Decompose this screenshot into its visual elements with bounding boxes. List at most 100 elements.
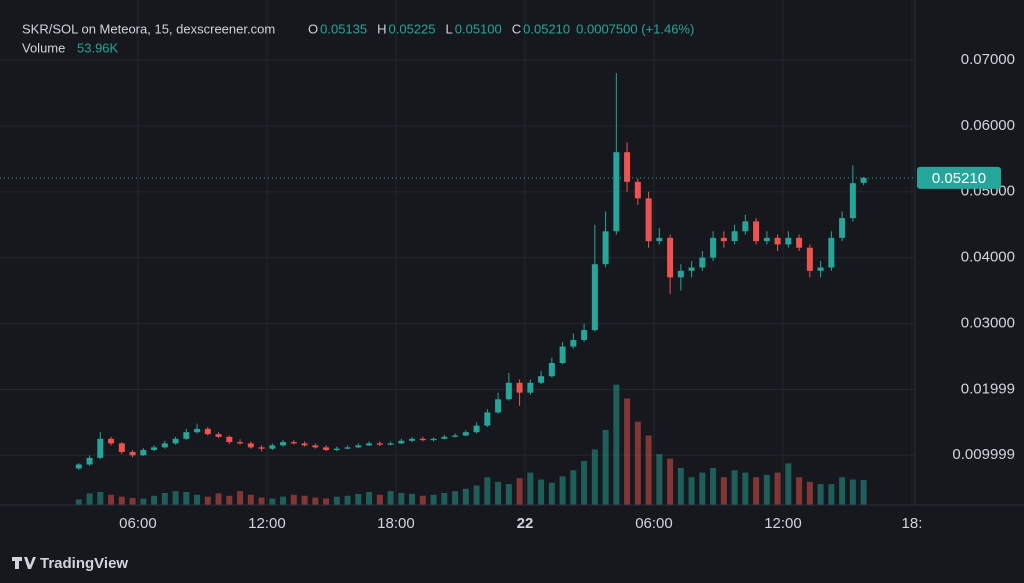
grid [0,0,915,505]
candle-body [312,445,319,448]
candle-body [140,449,147,456]
candle-body [602,231,609,265]
volume-bar [516,478,523,505]
volume-bar [441,492,448,505]
candle-body [118,443,125,452]
candle-body [538,376,545,383]
y-tick-label: 0.06000 [961,117,1015,134]
candle-body [129,451,136,456]
candle-body [301,443,308,446]
volume-bar [129,498,136,505]
candle-body [559,346,566,364]
volume-bar [161,492,168,505]
candle-body [763,237,770,242]
volume-bar [108,494,115,505]
volume-bar [613,384,620,505]
candle-body [355,445,362,448]
volume-bar [247,494,254,505]
candle-body [290,442,297,444]
candle-body [828,237,835,268]
volume-bar [484,477,491,505]
candle-body [688,267,695,271]
candle-body [462,432,469,436]
x-tick-label: 18:00 [377,515,415,532]
volume-bar [742,472,749,505]
volume-bar [817,484,824,505]
candle-body [75,464,82,469]
volume-bar [140,498,147,505]
volume-bar [763,474,770,505]
logo: TradingView [12,555,128,572]
candle-body [280,442,287,446]
candle-body [473,425,480,433]
candle-body [742,221,749,232]
ohlc-key: O [308,21,318,36]
candle-body [344,447,351,449]
candle-body [366,443,373,446]
ohlc-value: 0.05135 [320,21,367,36]
candle-body [817,267,824,271]
volume-bar [183,492,190,505]
volume-bar [527,472,534,505]
volume-bar [355,493,362,505]
volume-layer [75,384,867,505]
volume-bar [839,477,846,505]
candle-body [495,399,502,413]
y-tick-label: 0.07000 [961,51,1015,68]
volume-bar [194,494,201,505]
volume-bar [774,472,781,505]
candle-body [839,218,846,238]
candle-body [731,231,738,242]
x-tick-label: 12:00 [248,515,286,532]
candle-body [161,443,168,448]
candle-body [527,382,534,393]
ohlc-key: H [377,21,386,36]
x-tick-label: 18: [902,515,923,532]
candle-body [452,435,459,437]
volume-bar [688,477,695,505]
volume-bar [75,499,82,505]
volume-bar [505,484,512,505]
volume-bar [796,477,803,505]
volume-bar [312,497,319,505]
ohlc-key: C [512,21,521,36]
ohlc-value: 0.05225 [389,21,436,36]
y-tick-label: 0.04000 [961,249,1015,266]
volume-bar [538,479,545,505]
candle-body [484,412,491,426]
volume-bar [677,467,684,505]
volume-bar [667,458,674,505]
last-price-box [917,166,1001,189]
volume-bar [301,495,308,505]
volume-bar [753,477,760,505]
candle-body [333,448,340,450]
y-tick-label: 0.01999 [961,380,1015,397]
volume-bar [366,492,373,505]
volume-bar [828,484,835,505]
volume-bar [473,485,480,505]
candle-body [86,457,93,465]
volume-bar [548,482,555,505]
candle-body [172,438,179,444]
axes: 0.070000.060000.050000.040000.030000.019… [0,51,1015,532]
volume-bar [591,449,598,505]
candle-body [398,440,405,444]
candle-body [796,237,803,248]
candle-body [677,270,684,278]
candle-body [204,428,211,435]
candle-body [699,257,706,268]
volume-bar [731,470,738,505]
volume-bar [118,496,125,505]
candle-body [419,438,426,441]
volume-bar [398,492,405,505]
volume-bar [204,496,211,505]
last-price-label: 0.05210 [932,170,986,187]
volume-bar [376,494,383,505]
x-tick-label: 06:00 [119,515,157,532]
volume-bar [237,491,244,505]
candle-body [860,177,867,183]
volume-bar [333,496,340,505]
volume-bar [645,435,652,505]
